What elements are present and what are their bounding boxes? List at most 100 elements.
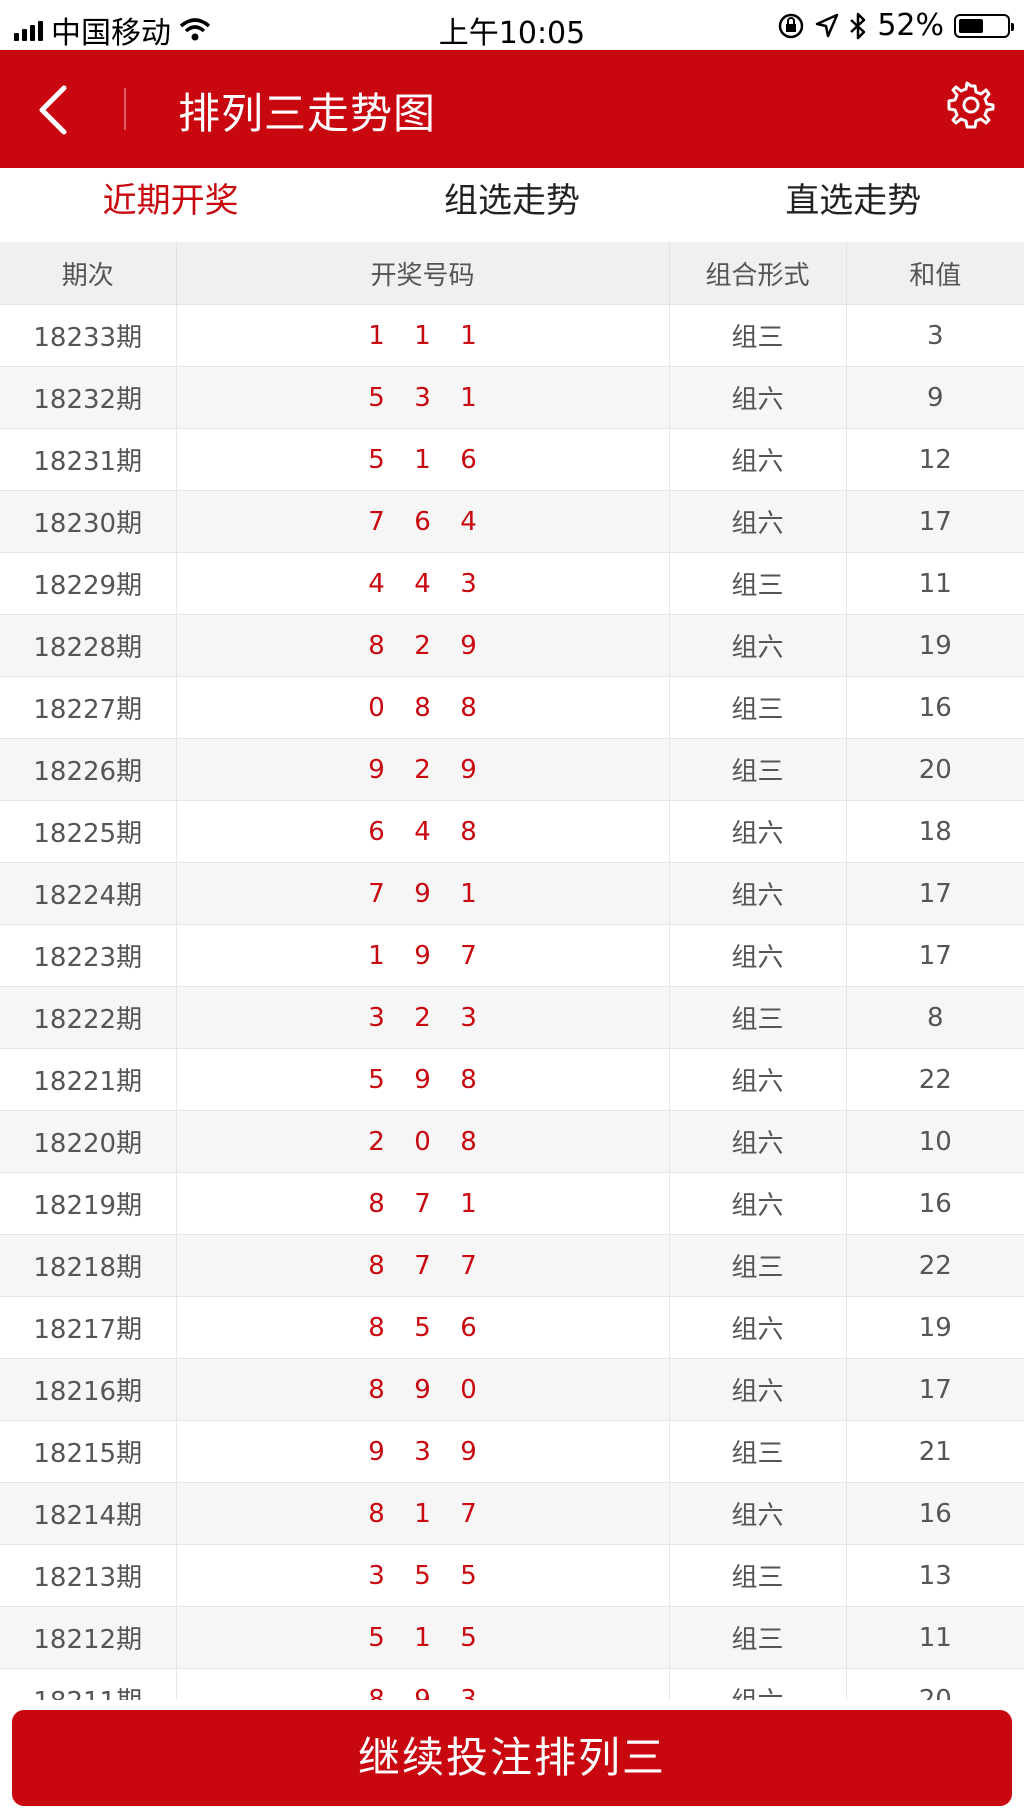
sum-cell: 16 <box>846 1172 1024 1235</box>
period-cell: 18216期 <box>0 1358 177 1421</box>
type-cell: 组三 <box>669 738 847 801</box>
wifi-icon <box>179 18 211 41</box>
draw-number: 8 <box>460 692 477 723</box>
table-row: 18212期 5 1 5 组三 11 <box>0 1606 1024 1669</box>
nav-bar: 排列三走势图 <box>0 50 1024 168</box>
draw-number: 9 <box>460 1436 477 1467</box>
period-cell: 18217期 <box>0 1296 177 1359</box>
continue-bet-button[interactable]: 继续投注排列三 <box>12 1710 1012 1806</box>
draw-number: 1 <box>460 382 477 413</box>
tab-direct-trend[interactable]: 直选走势 <box>785 181 922 221</box>
draw-number: 6 <box>368 816 385 847</box>
draw-number: 9 <box>460 630 477 661</box>
period-cell: 18226期 <box>0 738 177 801</box>
draw-number: 3 <box>368 1002 385 1033</box>
period-cell: 18231期 <box>0 428 177 491</box>
period-cell: 18230期 <box>0 490 177 553</box>
draw-number: 5 <box>368 1064 385 1095</box>
gear-icon <box>947 81 995 129</box>
sum-cell: 9 <box>846 366 1024 429</box>
bluetooth-icon <box>850 12 866 39</box>
draw-number: 1 <box>414 320 431 351</box>
table-row: 18211期 8 9 3 组六20 <box>0 1668 1024 1700</box>
draw-number: 7 <box>460 940 477 971</box>
draw-number: 2 <box>414 630 431 661</box>
sum-cell: 3 <box>846 304 1024 367</box>
orientation-lock-icon <box>779 13 804 38</box>
type-cell: 组六 <box>669 862 847 925</box>
draw-number: 9 <box>414 1064 431 1095</box>
back-button[interactable] <box>28 78 88 138</box>
type-cell: 组三 <box>669 1420 847 1483</box>
draw-number: 8 <box>368 1250 385 1281</box>
type-cell: 组三 <box>669 676 847 739</box>
period-cell: 18232期 <box>0 366 177 429</box>
settings-button[interactable] <box>946 80 996 130</box>
type-cell: 组三 <box>669 552 847 615</box>
type-cell: 组六 <box>669 366 847 429</box>
period-cell: 18224期 <box>0 862 177 925</box>
draw-number: 1 <box>460 320 477 351</box>
period-cell: 18220期 <box>0 1110 177 1173</box>
header-period: 期次 <box>0 242 177 305</box>
period-cell: 18214期 <box>0 1482 177 1545</box>
type-cell: 组三 <box>669 1234 847 1297</box>
table-header-row: 期次 开奖号码 组合形式 和值 <box>0 242 1024 305</box>
draw-number: 8 <box>368 1498 385 1529</box>
draw-number: 8 <box>368 1188 385 1219</box>
results-table[interactable]: 期次 开奖号码 组合形式 和值 18233期 1 1 1 组三 3 18232期 5 3 1 组六 9… <box>0 242 1024 1700</box>
draw-number: 1 <box>368 940 385 971</box>
draw-number: 2 <box>368 1126 385 1157</box>
sum-cell: 18 <box>846 800 1024 863</box>
sum-cell: 22 <box>846 1048 1024 1111</box>
draw-number: 3 <box>414 1436 431 1467</box>
table-row: 18230期 7 6 4 组六 17 <box>0 490 1024 553</box>
sum-cell: 17 <box>846 924 1024 987</box>
draw-number: 4 <box>414 816 431 847</box>
draw-number: 1 <box>460 1188 477 1219</box>
table-row: 18213期 3 5 5 组三 13 <box>0 1544 1024 1607</box>
draw-number: 0 <box>414 1126 431 1157</box>
draw-number: 8 <box>460 1126 477 1157</box>
draw-number: 7 <box>460 1498 477 1529</box>
draw-number: 7 <box>414 1188 431 1219</box>
tab-group-trend[interactable]: 组选走势 <box>443 181 580 221</box>
type-cell: 组六 <box>669 1668 847 1700</box>
draw-number: 8 <box>460 816 477 847</box>
header-type: 组合形式 <box>669 242 847 305</box>
draw-number: 1 <box>414 444 431 475</box>
sum-cell: 21 <box>846 1420 1024 1483</box>
draw-number: 1 <box>368 320 385 351</box>
sum-cell: 11 <box>846 1606 1024 1669</box>
sum-cell: 8 <box>846 986 1024 1049</box>
table-row: 18232期 5 3 1 组六 9 <box>0 366 1024 429</box>
status-time: 上午10:05 <box>438 16 586 51</box>
table-row: 18226期 9 2 9 组三 20 <box>0 738 1024 801</box>
table-row: 18219期 8 7 1 组六 16 <box>0 1172 1024 1235</box>
period-cell: 18219期 <box>0 1172 177 1235</box>
period-cell: 18229期 <box>0 552 177 615</box>
table-row: 18231期 5 1 6 组六 12 <box>0 428 1024 491</box>
type-cell: 组六 <box>669 614 847 677</box>
sum-cell: 17 <box>846 1358 1024 1421</box>
draw-number: 7 <box>460 1250 477 1281</box>
draw-number: 5 <box>368 1622 385 1653</box>
sum-cell: 20 <box>846 1668 1024 1700</box>
sum-cell: 16 <box>846 676 1024 739</box>
type-cell: 组六 <box>669 924 847 987</box>
tab-recent-draws[interactable]: 近期开奖 <box>0 168 342 250</box>
period-cell: 18233期 <box>0 304 177 367</box>
nav-divider <box>124 88 126 130</box>
